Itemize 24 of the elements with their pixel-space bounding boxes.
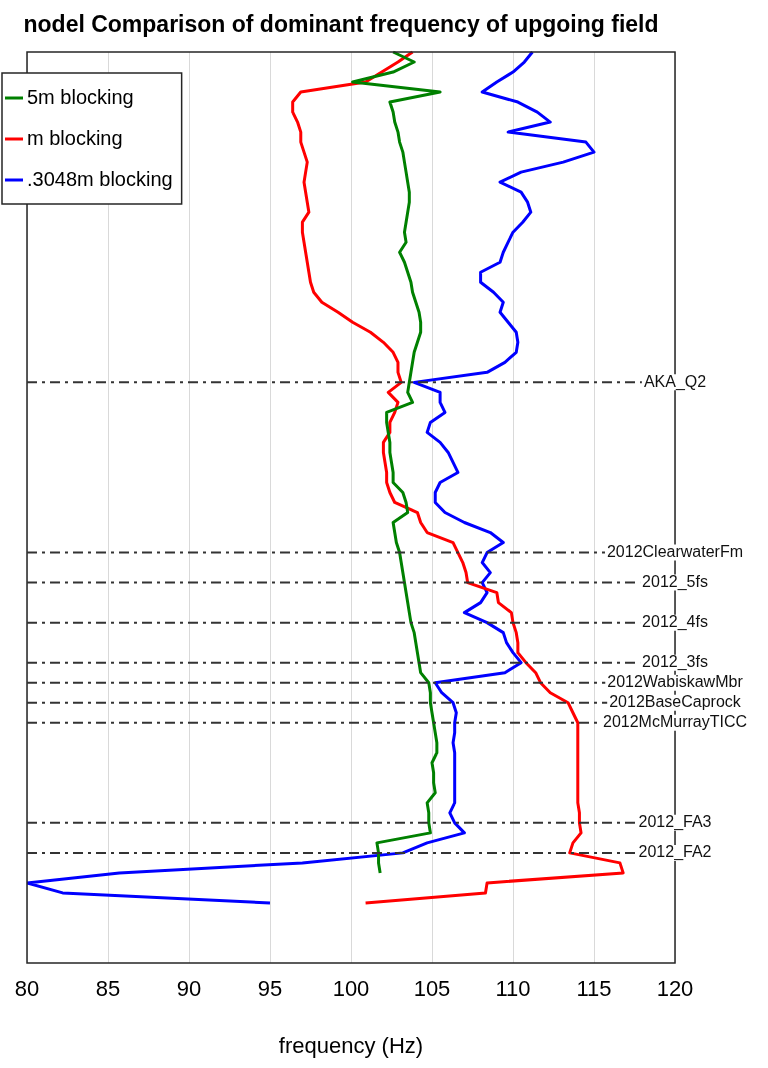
y-tick-label: 2012ClearwaterFm	[606, 542, 744, 560]
x-tick-label: 105	[413, 976, 451, 1002]
x-tick-label: 110	[495, 976, 531, 1002]
y-tick-label: 2012McMurrayTICC	[602, 713, 748, 731]
y-tick-label: 2012_4fs	[642, 613, 708, 632]
x-tick-label: 85	[95, 976, 121, 1002]
y-tick-label: 2012WabiskawMbr	[607, 673, 744, 691]
x-tick-label: 100	[332, 976, 370, 1002]
x-axis-title: frequency (Hz)	[278, 1032, 424, 1058]
x-tick-label: 115	[576, 976, 612, 1002]
y-tick-label: 2012BaseCaprock	[609, 693, 742, 711]
y-tick-label: 2012_5fs	[642, 572, 708, 591]
y-tick-label: AKA_Q2	[643, 372, 707, 391]
legend-label: .3048m blocking	[27, 167, 173, 190]
y-tick-label: 2012_FA3	[638, 813, 712, 832]
x-tick-label: 120	[656, 976, 694, 1002]
legend-label: m blocking	[27, 126, 123, 149]
x-tick-label: 80	[14, 976, 40, 1002]
chart-title: nodel Comparison of dominant frequency of upgoing field	[23, 11, 659, 38]
y-tick-label: 2012_FA2	[638, 843, 712, 862]
x-tick-label: 90	[176, 976, 202, 1002]
y-tick-label: 2012_3fs	[642, 653, 708, 672]
x-tick-label: 95	[257, 976, 283, 1002]
legend-label: 5m blocking	[27, 85, 134, 108]
